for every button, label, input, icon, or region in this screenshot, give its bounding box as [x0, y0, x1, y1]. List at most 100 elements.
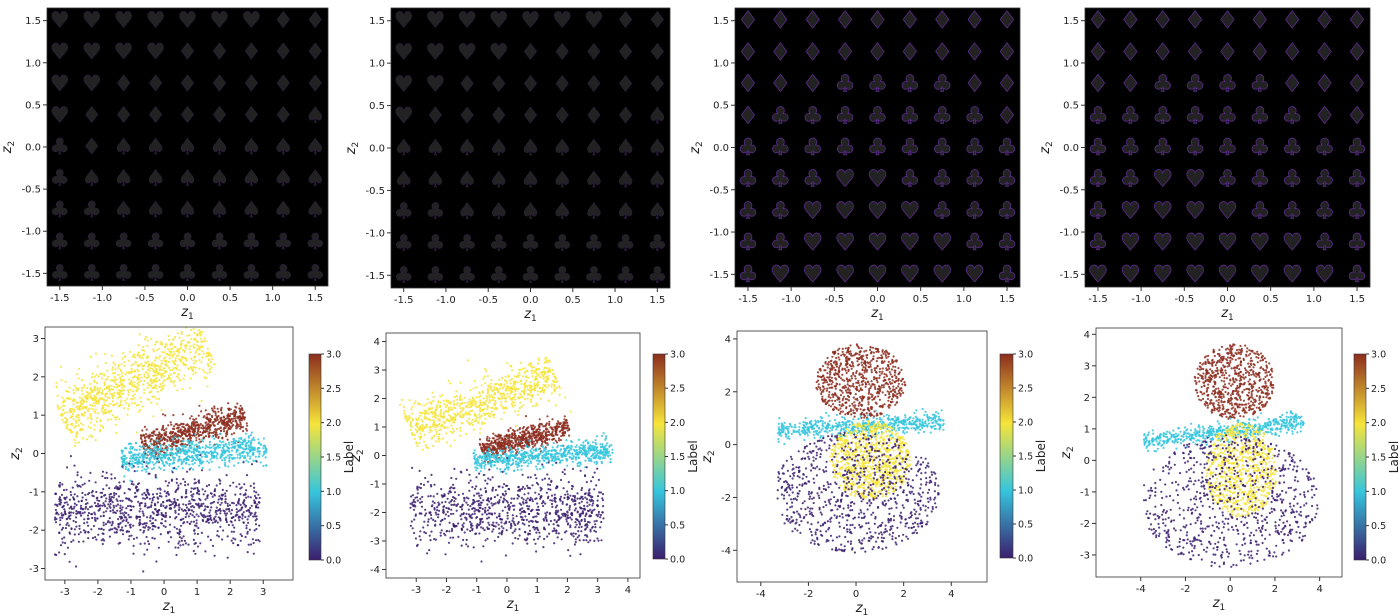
data-point	[152, 443, 155, 447]
data-point	[470, 401, 473, 404]
data-point	[132, 465, 135, 468]
data-point	[497, 397, 500, 400]
suit-cell-diamond: ♦	[1282, 40, 1302, 65]
data-point	[247, 439, 250, 442]
cluster-label-0	[53, 454, 261, 573]
data-point	[468, 417, 471, 420]
data-point	[232, 437, 235, 441]
data-point	[168, 504, 171, 507]
data-point	[113, 477, 117, 480]
data-point	[152, 415, 155, 418]
data-point	[61, 396, 64, 399]
data-point	[66, 522, 69, 525]
data-point	[544, 376, 547, 379]
data-point	[478, 413, 481, 416]
suit-cell-club: ♣	[1250, 136, 1270, 161]
data-point	[67, 390, 71, 393]
data-point	[437, 401, 440, 404]
data-point	[128, 378, 131, 381]
data-point	[178, 351, 181, 354]
data-point	[162, 504, 165, 507]
data-point	[168, 464, 171, 467]
data-point	[563, 418, 566, 421]
data-point	[486, 387, 489, 391]
data-point	[432, 399, 435, 403]
data-point	[140, 376, 143, 379]
suit-cell-club: ♣	[1218, 136, 1238, 161]
y-tick-label: 1.0	[1063, 58, 1079, 69]
data-point	[74, 419, 77, 422]
data-point	[470, 403, 473, 406]
data-point	[205, 355, 208, 358]
data-point	[234, 519, 237, 522]
data-point	[145, 470, 148, 473]
data-point	[410, 432, 413, 435]
data-point	[138, 460, 141, 463]
data-point	[478, 415, 481, 418]
data-point	[546, 378, 550, 381]
data-point	[239, 493, 242, 496]
data-point	[426, 398, 429, 401]
data-point	[558, 430, 561, 433]
suit-cell-spade: ♠	[457, 168, 477, 193]
data-point	[417, 418, 420, 421]
data-point	[174, 360, 177, 363]
data-point	[531, 372, 534, 375]
data-point	[509, 382, 512, 385]
data-point	[510, 435, 514, 438]
data-point	[544, 360, 547, 363]
data-point	[469, 410, 472, 413]
data-point	[76, 431, 79, 434]
suit-cell-club: ♣	[457, 263, 477, 288]
x-tick-label: -2	[93, 587, 103, 598]
data-point	[214, 412, 217, 415]
data-point	[158, 385, 161, 388]
data-point	[57, 513, 60, 516]
data-point	[117, 405, 120, 408]
data-point	[116, 488, 119, 491]
data-point	[83, 384, 86, 387]
data-point	[81, 508, 84, 511]
data-point	[504, 406, 507, 409]
colorbar-tick-label: 3.0	[326, 350, 341, 361]
suit-cell-heart: ♥	[1153, 167, 1173, 192]
data-point	[435, 430, 438, 433]
data-point	[563, 415, 566, 418]
data-point	[507, 389, 510, 392]
data-point	[177, 513, 180, 516]
data-point	[148, 369, 151, 372]
data-point	[511, 400, 514, 403]
data-point	[244, 493, 247, 496]
data-point	[211, 495, 214, 498]
data-point	[177, 354, 180, 357]
data-point	[149, 514, 152, 518]
data-point	[206, 496, 209, 499]
data-point	[204, 455, 207, 458]
data-point	[145, 535, 148, 539]
suit-cell-spade: ♠	[146, 198, 166, 223]
data-point	[216, 428, 219, 431]
data-point	[527, 363, 530, 366]
data-point	[141, 510, 144, 513]
data-point	[204, 505, 207, 508]
data-point	[223, 457, 226, 460]
suit-cell-heart: ♥	[50, 9, 70, 34]
data-point	[55, 386, 58, 389]
data-point	[212, 451, 215, 455]
x-tick-label: -0.5	[478, 295, 498, 306]
data-point	[167, 456, 170, 459]
data-point	[64, 416, 67, 420]
data-point	[528, 433, 531, 436]
data-point	[60, 512, 63, 515]
data-point	[135, 431, 139, 434]
data-point	[528, 393, 531, 396]
data-point	[168, 357, 171, 360]
data-point	[531, 442, 534, 446]
data-point	[146, 548, 149, 551]
data-point	[177, 546, 180, 549]
data-point	[189, 426, 192, 429]
suit-cell-club: ♣	[965, 167, 985, 192]
data-point	[170, 452, 173, 455]
data-point	[57, 407, 61, 411]
data-point	[191, 505, 194, 508]
